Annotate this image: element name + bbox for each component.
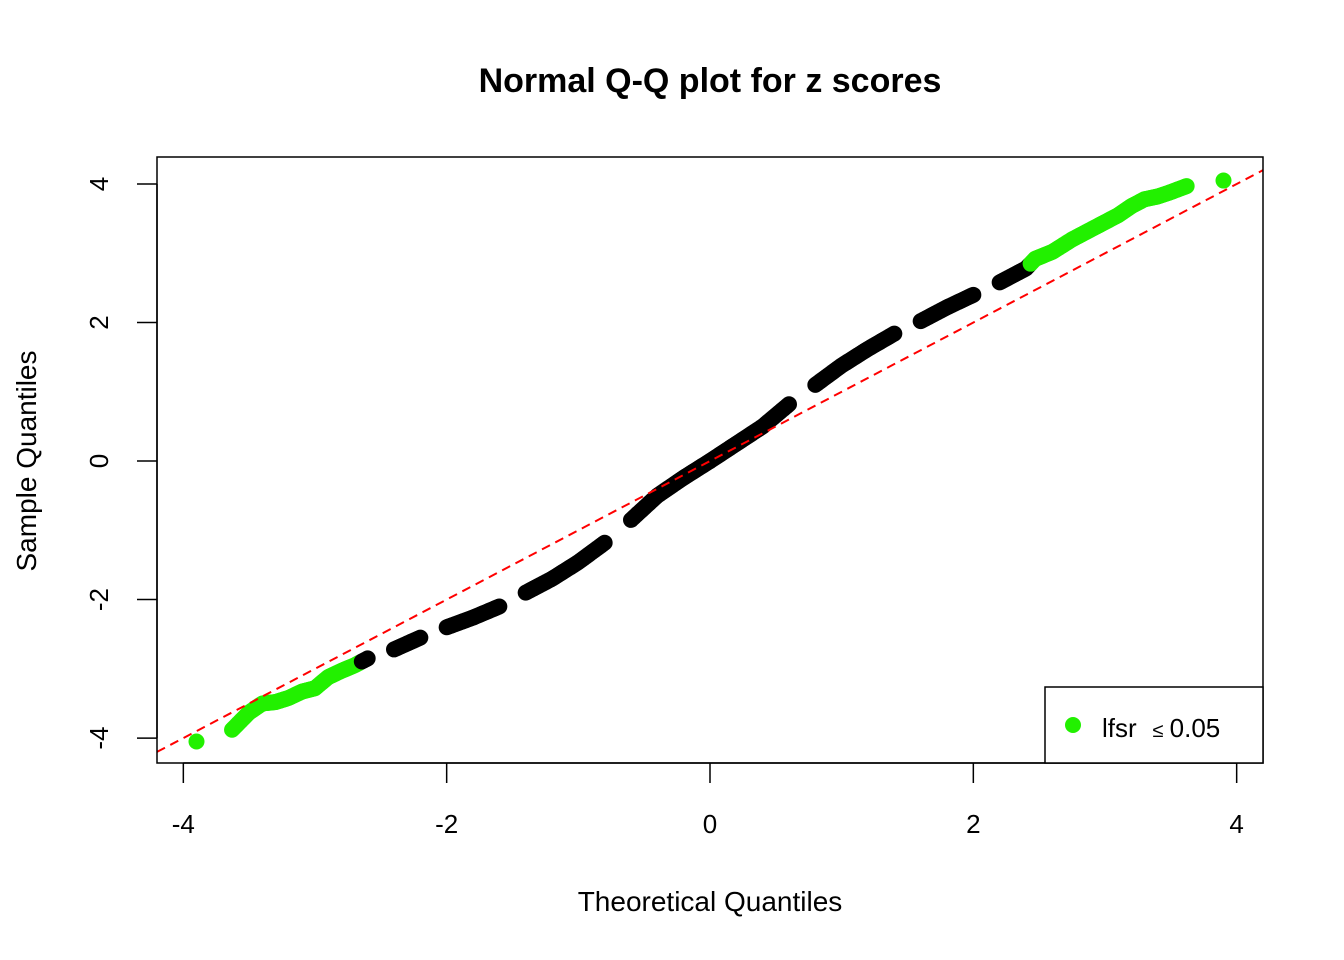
legend-symbol: ≤ [1153,720,1164,742]
y-axis-label: Sample Quantiles [11,350,42,571]
reference-line [156,169,1264,753]
chart-title: Normal Q-Q plot for z scores [479,62,942,100]
point-significant [188,733,205,750]
y-tick-label: 4 [84,177,114,191]
x-axis: -4 -2 0 2 4 [172,762,1244,839]
point [886,325,903,342]
legend-label-text: lfsr [1102,713,1137,743]
y-tick-label: -4 [84,727,114,750]
point-significant [1178,178,1195,195]
x-tick-label: 0 [703,809,717,839]
x-tick-label: 4 [1229,809,1243,839]
legend: lfsr ≤0.05 [1044,686,1264,764]
y-tick-label: -2 [84,588,114,611]
point [491,598,508,615]
point [965,286,982,303]
point [781,396,797,413]
point [596,534,613,551]
point [359,650,376,667]
x-tick-label: -2 [435,809,458,839]
x-tick-label: 2 [966,809,980,839]
y-axis: -4 -2 0 2 4 [84,177,158,750]
x-tick-label: -4 [172,809,195,839]
legend-label: lfsr ≤0.05 [1102,713,1220,743]
legend-box [1044,686,1264,764]
data-points [188,172,1232,750]
legend-marker [1065,717,1081,733]
x-axis-label: Theoretical Quantiles [578,886,843,917]
point-significant [1215,172,1232,189]
legend-value: 0.05 [1170,713,1221,743]
point [412,629,429,646]
y-tick-label: 0 [84,454,114,468]
y-tick-label: 2 [84,315,114,329]
